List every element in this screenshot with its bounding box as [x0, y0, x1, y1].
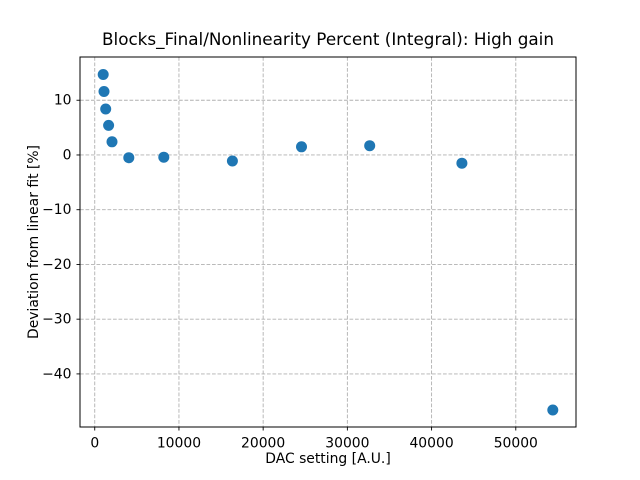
data-point	[296, 141, 307, 153]
data-point	[158, 151, 170, 163]
x-tick-label: 30000	[325, 436, 369, 452]
x-tick-label: 10000	[157, 436, 201, 452]
x-axis-label: DAC setting [A.U.]	[265, 451, 391, 467]
x-tick-label: 0	[90, 436, 99, 452]
chart-title: Blocks_Final/Nonlinearity Percent (Integ…	[102, 29, 554, 50]
y-tick-label: 0	[63, 147, 72, 163]
y-axis-label: Deviation from linear fit [%]	[26, 145, 42, 339]
data-point	[456, 157, 468, 169]
x-tick-labels: 0 10000 20000 30000 40000 50000	[90, 436, 538, 452]
plot-border	[79, 56, 577, 428]
data-point	[364, 140, 376, 152]
x-tick-label: 40000	[409, 436, 453, 452]
x-tick-label: 20000	[241, 436, 285, 452]
data-point	[97, 69, 109, 80]
data-point	[547, 404, 559, 416]
y-tick-label: −40	[42, 366, 71, 382]
axis-ticks	[76, 99, 517, 431]
y-tick-labels: 10 0 −10 −20 −30 −40	[42, 93, 71, 383]
y-tick-label: −10	[42, 202, 71, 218]
y-tick-label: −20	[42, 257, 71, 273]
gridlines	[80, 57, 576, 427]
y-tick-label: 10	[54, 93, 72, 109]
data-point	[106, 136, 118, 148]
y-tick-label: −30	[42, 312, 71, 328]
data-point	[123, 152, 135, 164]
data-points	[97, 69, 559, 416]
data-point	[98, 86, 110, 97]
data-point	[226, 155, 238, 167]
data-point	[100, 103, 112, 115]
x-tick-label: 50000	[494, 436, 538, 452]
data-point	[103, 119, 115, 131]
